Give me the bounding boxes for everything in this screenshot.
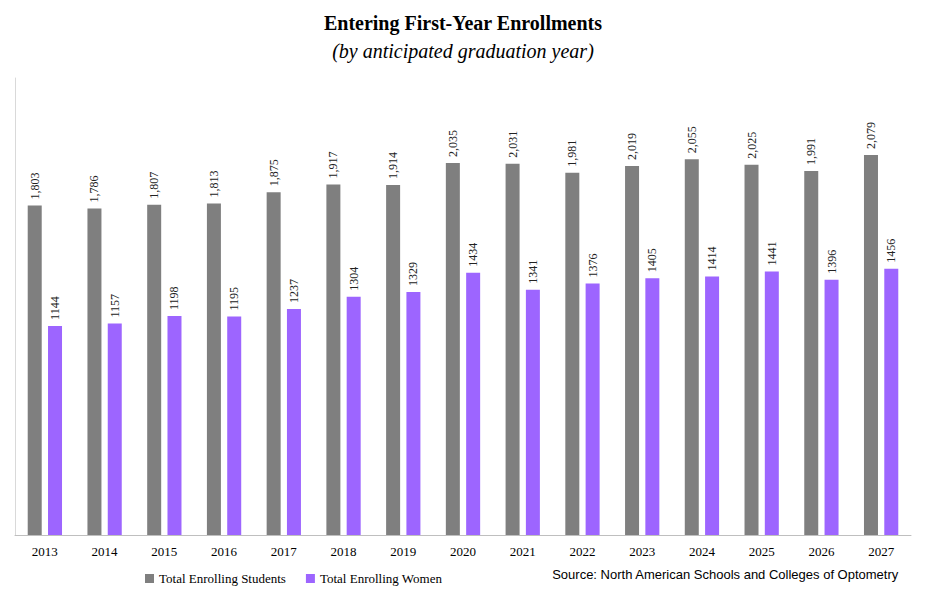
svg-text:2016: 2016 (211, 544, 238, 559)
svg-text:1405: 1405 (645, 248, 659, 272)
svg-text:1,991: 1,991 (804, 138, 818, 165)
svg-text:2018: 2018 (331, 544, 357, 559)
svg-text:2,025: 2,025 (745, 132, 759, 159)
svg-text:1,981: 1,981 (565, 140, 579, 167)
svg-text:2027: 2027 (868, 544, 895, 559)
svg-text:2014: 2014 (92, 544, 119, 559)
svg-text:Source: North American Schools: Source: North American Schools and Colle… (552, 567, 899, 582)
svg-text:1144: 1144 (48, 296, 62, 320)
svg-text:Entering First-Year Enrollment: Entering First-Year Enrollments (324, 12, 602, 35)
svg-text:1,786: 1,786 (87, 176, 101, 203)
svg-text:1304: 1304 (347, 267, 361, 291)
svg-text:1,917: 1,917 (326, 152, 340, 179)
svg-text:2,031: 2,031 (506, 131, 520, 158)
svg-text:2025: 2025 (749, 544, 775, 559)
svg-text:2,055: 2,055 (685, 126, 699, 153)
svg-text:1,807: 1,807 (147, 172, 161, 199)
svg-text:(by anticipated graduation yea: (by anticipated graduation year) (332, 40, 594, 63)
svg-text:2023: 2023 (629, 544, 655, 559)
svg-text:2,019: 2,019 (625, 133, 639, 160)
svg-text:2,079: 2,079 (864, 122, 878, 149)
svg-text:2013: 2013 (32, 544, 58, 559)
svg-text:2021: 2021 (510, 544, 536, 559)
svg-text:2,035: 2,035 (446, 130, 460, 157)
svg-text:2015: 2015 (151, 544, 177, 559)
svg-text:1441: 1441 (765, 242, 779, 266)
svg-text:1157: 1157 (108, 294, 122, 318)
svg-text:1434: 1434 (466, 243, 480, 267)
svg-text:1,875: 1,875 (267, 159, 281, 186)
svg-text:1396: 1396 (825, 250, 839, 274)
svg-text:Total Enrolling Students: Total Enrolling Students (159, 571, 286, 586)
svg-text:1376: 1376 (586, 253, 600, 277)
svg-text:1198: 1198 (167, 286, 181, 310)
svg-text:1,803: 1,803 (28, 172, 42, 199)
svg-text:Total Enrolling Women: Total Enrolling Women (320, 571, 443, 586)
svg-text:2017: 2017 (271, 544, 298, 559)
svg-text:2020: 2020 (450, 544, 476, 559)
svg-text:1414: 1414 (705, 247, 719, 271)
svg-text:1456: 1456 (884, 239, 898, 263)
svg-text:2019: 2019 (390, 544, 416, 559)
svg-text:2026: 2026 (808, 544, 835, 559)
svg-text:2022: 2022 (569, 544, 595, 559)
svg-text:1341: 1341 (526, 260, 540, 284)
svg-text:2024: 2024 (689, 544, 716, 559)
svg-text:1,914: 1,914 (386, 152, 400, 179)
svg-text:1195: 1195 (227, 287, 241, 311)
svg-text:1,813: 1,813 (207, 171, 221, 198)
svg-text:1329: 1329 (406, 262, 420, 286)
svg-text:1237: 1237 (287, 279, 301, 303)
